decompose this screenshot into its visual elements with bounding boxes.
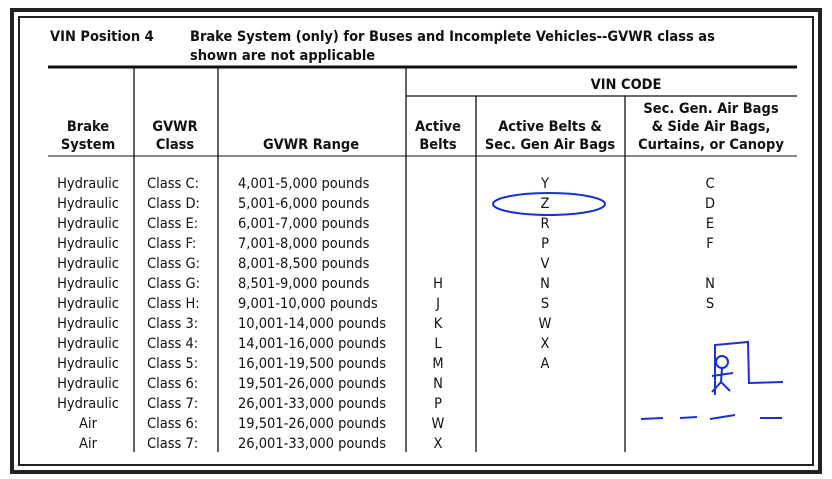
column-header: Active [415,119,461,135]
table-cell: H [433,276,443,292]
table-cell: Hydraulic [57,296,119,312]
table-cell: N [433,376,443,392]
column-header: Belts [419,137,456,153]
column-header: & Side Air Bags, [652,119,771,135]
table-cell: Class 7: [147,396,198,412]
table-cell: 16,001-19,500 pounds [238,356,386,372]
table-cell: D [705,196,715,212]
hand-drawing [715,355,729,369]
table-cell: Class G: [147,256,200,272]
column-header: GVWR Range [263,137,359,153]
table-cell: Hydraulic [57,336,119,352]
table-cell: Air [79,416,98,432]
column-dividers [133,67,626,452]
table-cell: N [540,276,550,292]
table-cell: Hydraulic [57,236,119,252]
table-cell: 8,001-8,500 pounds [238,256,370,272]
table-cell: Hydraulic [57,276,119,292]
vin-position: VIN Position 4 [50,29,154,45]
column-header: GVWR [152,119,197,135]
table-cell: Hydraulic [57,356,119,372]
hand-dashes [640,414,782,420]
column-header: Sec. Gen. Air Bags [643,101,778,117]
table-cell: 9,001-10,000 pounds [238,296,378,312]
table-cell: Hydraulic [57,216,119,232]
table-cell: Class H: [147,296,200,312]
table-cell: Class 4: [147,336,198,352]
table-cell: F [706,236,714,252]
table-cell: 10,001-14,000 pounds [238,316,386,332]
table-cell: Hydraulic [57,376,119,392]
inner-frame [18,16,814,466]
title-line: Brake System (only) for Buses and Incomp… [190,29,715,45]
table-cell: Hydraulic [57,196,119,212]
table-cell: Air [79,436,98,452]
table-cell: Hydraulic [57,316,119,332]
table-cell: P [541,236,549,252]
table-cell: X [541,336,550,352]
column-header: Active Belts & [498,119,602,135]
table-cell: Y [540,176,549,192]
table-cell: Class 6: [147,376,198,392]
table-cell: 19,501-26,000 pounds [238,376,386,392]
table-cell: Class D: [147,196,200,212]
table-cell: W [539,316,552,332]
column-header: Brake [67,119,109,135]
table-cell: Class F: [147,236,196,252]
table-cell: M [432,356,443,372]
hand-drawing [714,340,784,395]
title-line: shown are not applicable [190,48,375,64]
table-cell: J [435,296,440,312]
table-cell: N [705,276,715,292]
table-cell: Class C: [147,176,199,192]
table-cell: Hydraulic [57,396,119,412]
table-cell: Class 7: [147,436,198,452]
annotations [492,192,784,420]
table-cell: Hydraulic [57,256,119,272]
column-header: Class [156,137,195,153]
table-cell: K [434,316,443,332]
table-cell: 26,001-33,000 pounds [238,436,386,452]
table-cell: 14,001-16,000 pounds [238,336,386,352]
table-cell: S [706,296,714,312]
table-cell: Class 6: [147,416,198,432]
hand-drawing [711,367,734,393]
table-cell: E [706,216,714,232]
column-header: Curtains, or Canopy [638,137,784,153]
table-cell: P [434,396,442,412]
table-cell: W [432,416,445,432]
table-cell: X [434,436,443,452]
group-header: VIN CODE [591,77,662,93]
table-cell: 26,001-33,000 pounds [238,396,386,412]
table-cell: C [705,176,714,192]
table-cell: 5,001-6,000 pounds [238,196,370,212]
table-cell: S [541,296,549,312]
column-header: Sec. Gen Air Bags [485,137,615,153]
table-cell: Hydraulic [57,176,119,192]
table-cell: Z [541,196,550,212]
table-cell: 19,501-26,000 pounds [238,416,386,432]
table-cell: Class G: [147,276,200,292]
table-cell: 7,001-8,000 pounds [238,236,370,252]
table-cell: Class 5: [147,356,198,372]
outer-frame [10,8,822,474]
column-header: System [61,137,115,153]
table-cell: Class E: [147,216,198,232]
table-cell: 8,501-9,000 pounds [238,276,370,292]
table-cell: 4,001-5,000 pounds [238,176,370,192]
table-cell: L [434,336,442,352]
table-cell: 6,001-7,000 pounds [238,216,370,232]
table-cell: R [540,216,549,232]
table-cell: V [541,256,550,272]
table-cell: Class 3: [147,316,198,332]
hand-circle [492,192,606,216]
table-cell: A [541,356,550,372]
